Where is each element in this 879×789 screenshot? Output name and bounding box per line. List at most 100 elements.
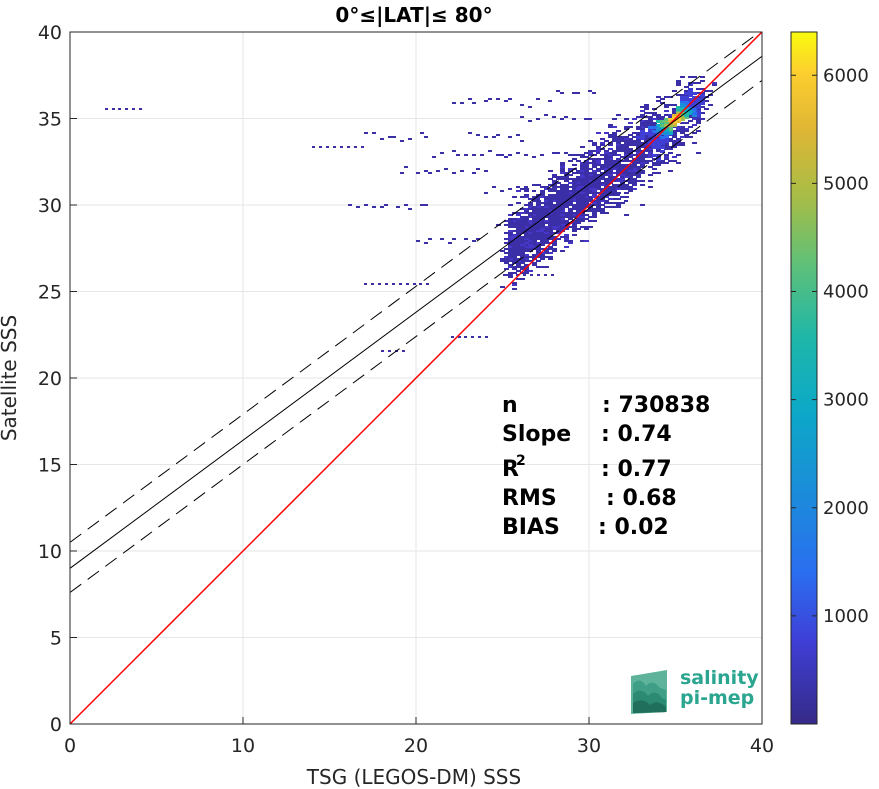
density-cell [604,160,609,162]
density-cell [584,182,589,184]
density-cell [608,206,613,208]
density-cell [664,134,669,137]
density-cell [580,184,585,186]
density-cell [544,236,549,238]
density-cell [612,180,617,182]
density-cell [528,208,533,210]
density-cell [548,190,553,192]
density-cell [548,178,553,180]
density-cell [560,194,565,196]
density-cell [508,218,513,220]
density-cell [460,102,464,104]
density-cell [600,172,605,174]
density-cell [508,244,513,246]
density-cell [692,142,697,144]
density-cell [540,206,545,208]
density-cell [552,186,557,188]
density-cell [636,150,641,152]
density-cell [524,218,529,220]
density-cell [596,148,601,150]
density-cell [580,170,585,172]
density-cell [516,214,521,216]
density-cell [564,228,569,230]
density-cell [540,258,545,260]
density-cell [640,158,645,160]
density-cell [448,242,452,244]
density-cell [664,162,669,164]
density-cell [640,204,645,206]
density-cell [540,222,545,224]
density-cell [588,154,592,156]
density-cell [504,252,509,254]
density-cell [640,170,645,172]
density-cell [476,238,480,240]
density-cell [532,244,537,246]
density-cell [676,154,681,156]
density-cell [568,160,573,162]
density-cell [564,186,569,188]
density-cell [118,108,121,110]
density-cell [584,188,589,190]
density-cell [624,154,629,156]
density-cell [572,190,577,192]
density-cell [580,240,585,242]
density-cell [520,220,525,222]
density-cell [530,274,533,276]
density-cell [604,196,609,198]
density-cell [632,172,637,174]
density-cell [676,80,681,82]
density-cell [604,154,608,156]
density-cell [528,222,533,224]
density-cell [592,190,597,192]
density-cell [540,242,545,244]
density-cell [496,154,500,156]
density-cell [508,256,513,258]
density-cell [632,140,637,142]
density-cell [684,92,689,95]
density-cell [616,144,621,146]
density-cell [692,114,697,117]
density-cell [452,172,456,174]
density-cell [708,94,713,96]
density-cell [560,250,565,252]
density-cell [548,198,553,200]
density-cell [540,224,545,226]
density-cell [620,172,625,174]
density-cell [500,250,505,252]
density-cell [504,262,509,264]
density-cell [660,138,665,141]
density-cell [664,122,669,125]
density-cell [588,176,593,178]
density-cell [604,156,609,158]
colorbar-ticks: 1000 2000 3000 4000 5000 6000 [791,65,869,627]
density-cell [564,202,569,204]
density-cell [580,180,585,182]
density-cell [700,100,705,103]
regression-line [70,55,762,569]
density-cell [552,214,557,216]
density-cell [520,104,524,106]
density-cell [596,178,601,180]
density-cell [588,184,593,186]
density-cell [644,160,649,162]
density-cell [636,152,641,154]
density-cell [532,236,537,238]
density-cell [532,234,537,236]
density-cell [516,244,521,246]
density-cell [640,142,645,144]
density-cell [536,218,541,220]
density-cell [496,98,500,100]
density-cell [700,118,705,120]
density-cell [544,188,549,190]
density-cell [520,242,525,244]
density-cell [560,178,565,180]
density-cell [644,108,649,110]
density-cell [680,122,685,124]
density-cell [544,210,549,212]
density-cell [524,208,529,210]
density-cell [700,112,705,114]
density-cell [552,220,557,222]
density-cell [656,116,661,118]
density-cell [616,148,621,150]
density-cell [580,162,585,164]
